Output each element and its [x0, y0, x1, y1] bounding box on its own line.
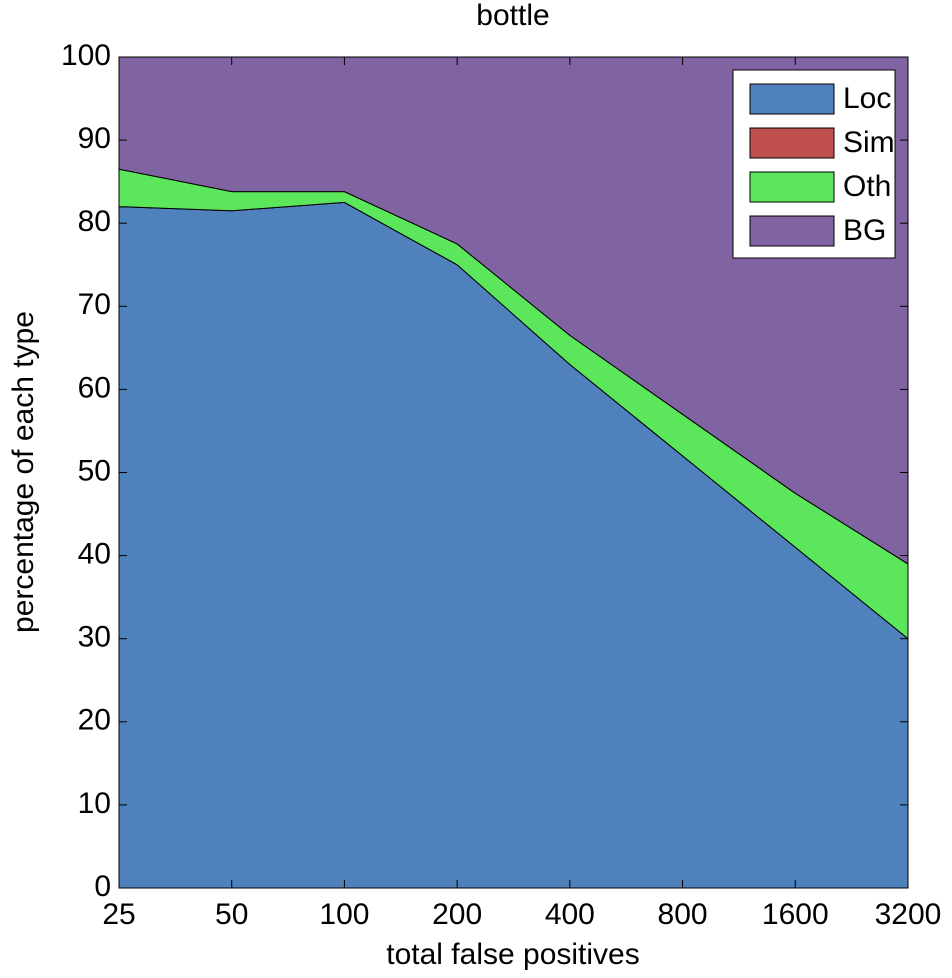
x-tick-label: 200: [432, 898, 482, 931]
x-tick-label: 400: [545, 898, 595, 931]
legend-label: Loc: [843, 82, 891, 115]
legend-label: Oth: [843, 170, 891, 203]
legend-swatch: [749, 215, 835, 247]
y-tick-label: 100: [61, 39, 111, 72]
legend-label: BG: [843, 214, 886, 247]
y-tick-label: 30: [78, 621, 111, 654]
chart-title: bottle: [476, 0, 549, 32]
y-tick-label: 70: [78, 288, 111, 321]
y-tick-label: 90: [78, 122, 111, 155]
legend-swatch: [749, 127, 835, 159]
legend-swatch: [749, 83, 835, 115]
legend-label: Sim: [843, 126, 895, 159]
x-tick-label: 100: [319, 898, 369, 931]
y-tick-label: 50: [78, 454, 111, 487]
y-tick-label: 60: [78, 371, 111, 404]
x-tick-label: 50: [215, 898, 248, 931]
x-tick-label: 1600: [762, 898, 829, 931]
x-tick-label: 3200: [875, 898, 942, 931]
y-axis-label: percentage of each type: [7, 311, 40, 633]
legend-swatch: [749, 171, 835, 203]
y-tick-label: 0: [94, 870, 111, 903]
x-axis-label: total false positives: [386, 938, 639, 971]
x-tick-label: 800: [658, 898, 708, 931]
y-tick-label: 80: [78, 205, 111, 238]
y-tick-label: 40: [78, 538, 111, 571]
y-tick-label: 10: [78, 787, 111, 820]
x-tick-label: 25: [102, 898, 135, 931]
y-tick-label: 20: [78, 704, 111, 737]
